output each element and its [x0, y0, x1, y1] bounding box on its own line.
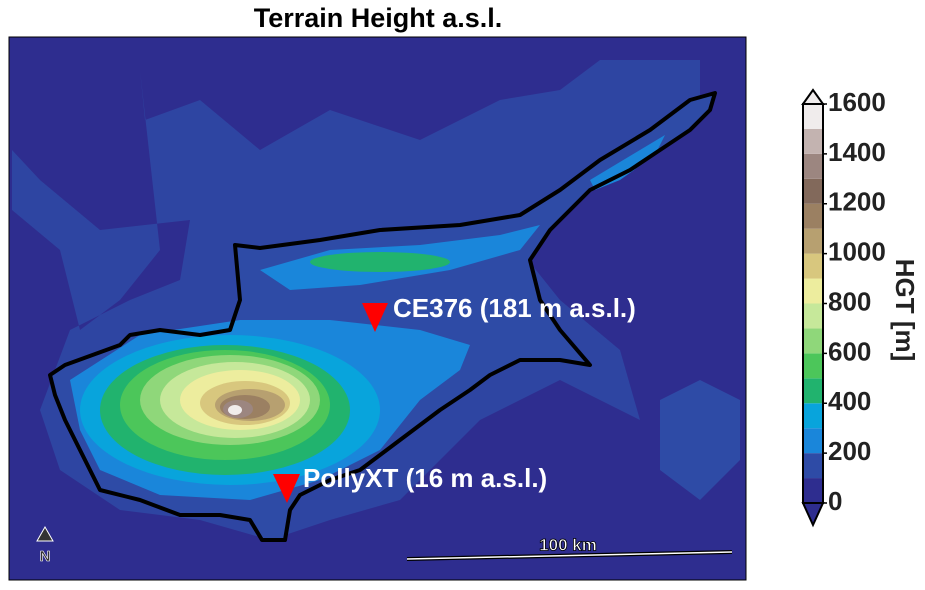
coastline — [48, 91, 717, 542]
colorbar-band — [803, 253, 823, 279]
map-title: Terrain Height a.s.l. — [254, 3, 503, 33]
scale-bar — [406, 551, 733, 560]
north-label: N — [40, 548, 51, 565]
colorbar-tick-label: 200 — [828, 436, 871, 466]
colorbar-band — [803, 453, 823, 479]
colorbar-tick-label: 1600 — [828, 87, 886, 117]
colorbar: 0 200 400 600 800 1000 1200 1400 1600 — [801, 87, 886, 528]
colorbar-band — [803, 353, 823, 379]
station-label: CE376 (181 m a.s.l.) — [393, 293, 636, 323]
station-marker — [273, 474, 300, 503]
colorbar-extend-top — [801, 88, 825, 105]
colorbar-tick-label: 1000 — [828, 237, 886, 267]
colorbar-tick-label: 400 — [828, 386, 871, 416]
colorbar-tick-label: 0 — [828, 486, 842, 516]
colorbar-tick-label: 800 — [828, 286, 871, 316]
colorbar-band — [803, 228, 823, 254]
terrain-contour — [310, 252, 450, 272]
colorbar-band — [803, 278, 823, 304]
north-arrow — [36, 525, 54, 542]
colorbar-label: HGT [m] — [890, 259, 920, 362]
colorbar-band — [803, 328, 823, 354]
shallow-terrain — [660, 380, 740, 500]
colorbar-band — [803, 128, 823, 154]
station-marker — [362, 303, 388, 332]
terrain-contour — [228, 405, 242, 415]
map: CE376 (181 m a.s.l.) PollyXT (16 m a.s.l… — [8, 36, 747, 581]
terrain-contour — [590, 135, 665, 190]
colorbar-band — [803, 303, 823, 329]
colorbar-band — [803, 428, 823, 454]
colorbar-band — [803, 104, 823, 129]
colorbar-tick-label: 600 — [828, 336, 871, 366]
scale-label: 100 km — [539, 535, 597, 554]
colorbar-band — [803, 153, 823, 179]
colorbar-band — [803, 478, 823, 503]
colorbar-band — [803, 203, 823, 229]
station-label: PollyXT (16 m a.s.l.) — [303, 463, 547, 493]
colorbar-tick-label: 1200 — [828, 187, 886, 217]
colorbar-band — [803, 403, 823, 429]
colorbar-tick-label: 1400 — [828, 137, 886, 167]
colorbar-band — [803, 378, 823, 404]
map-frame — [8, 36, 747, 581]
colorbar-band — [803, 178, 823, 204]
colorbar-extend-bottom — [801, 502, 825, 528]
